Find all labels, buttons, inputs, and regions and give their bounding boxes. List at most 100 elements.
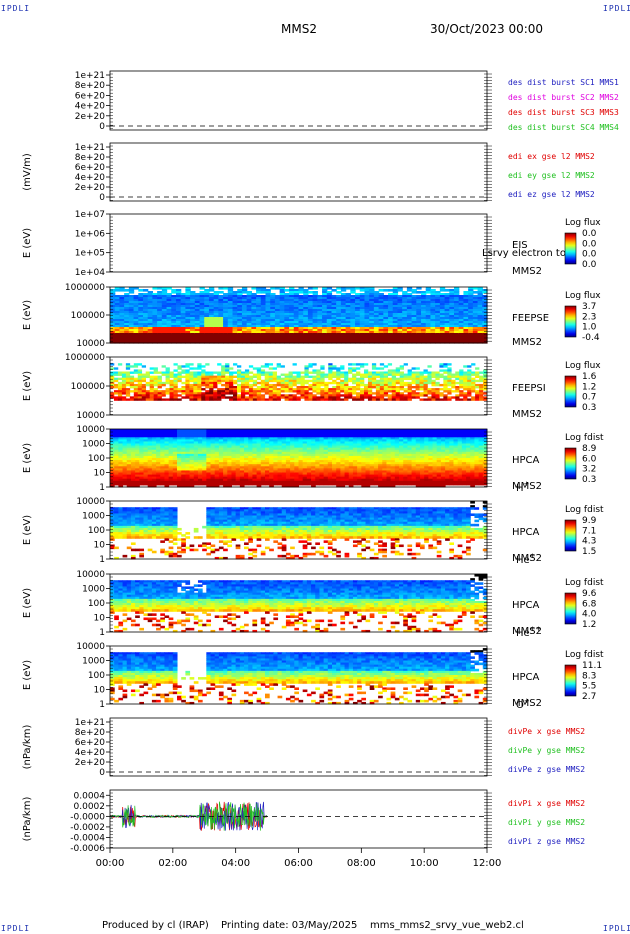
spectrogram-cell	[454, 323, 460, 326]
spectrogram-cell	[121, 381, 127, 385]
spectrogram-cell	[265, 311, 271, 314]
spectrogram-cell	[119, 307, 125, 310]
spectrogram-cell	[240, 373, 246, 376]
spectrogram-cell	[252, 458, 258, 461]
spectrogram-cell	[274, 311, 281, 314]
spectrogram-cell	[246, 321, 252, 324]
spectrogram-cell	[383, 379, 389, 383]
spectrogram-cell	[190, 339, 196, 342]
spectrogram-cell	[273, 472, 279, 476]
spectrogram-cell	[160, 480, 165, 484]
spectrogram-cell	[149, 396, 154, 399]
y-tick-label: 100000	[71, 311, 106, 321]
spectrogram-cell	[471, 371, 476, 374]
spectrogram-cell	[204, 297, 210, 300]
spectrogram-cell	[269, 431, 274, 434]
spectrogram-cell	[193, 468, 199, 471]
spectrogram-cell	[467, 392, 472, 395]
spectrogram-cell	[252, 460, 258, 463]
spectrogram-cell	[359, 337, 366, 340]
spectrogram-cell	[475, 394, 480, 397]
spectrogram-cell	[128, 337, 135, 340]
spectrogram-cell	[467, 365, 472, 368]
legend-entry: des dist burst SC3 MMS3	[508, 108, 619, 117]
spectrogram-cell	[206, 439, 212, 442]
spectrogram-cell	[208, 305, 215, 308]
spectrogram-cell	[264, 363, 270, 366]
spectrogram-cell	[252, 435, 258, 438]
spectrogram-cell	[280, 386, 285, 389]
spectrogram-cell	[114, 325, 121, 328]
spectrogram-cell	[260, 301, 267, 304]
spectrogram-cell	[439, 363, 444, 366]
spectrogram-cell	[164, 455, 170, 459]
spectrogram-cell	[128, 319, 135, 322]
spectrogram-cell	[264, 433, 270, 436]
spectrogram-cell	[331, 297, 337, 300]
spectrogram-cell	[419, 383, 424, 387]
spectrogram-cell	[332, 396, 337, 399]
spectrogram-cell	[193, 441, 199, 444]
spectrogram-cell	[194, 317, 201, 320]
spectrogram-cell	[290, 445, 295, 449]
spectrogram-cell	[435, 381, 440, 385]
spectrogram-cell	[206, 468, 212, 471]
spectrogram-cell	[152, 301, 158, 304]
spectrogram-cell	[340, 315, 347, 318]
spectrogram-cell	[274, 327, 281, 330]
spectrogram-cell	[237, 317, 243, 320]
spectrogram-cell	[477, 287, 483, 290]
spectrogram-cell	[359, 321, 366, 324]
spectrogram-cell	[119, 303, 125, 306]
spectrogram-cell	[185, 480, 191, 484]
spectrogram-cell	[264, 377, 270, 381]
spectrogram-cell	[284, 333, 290, 336]
spectrogram-cell	[122, 435, 128, 438]
spectrogram-cell	[260, 390, 266, 393]
spectrogram-cell	[375, 394, 381, 397]
spectrogram-cell	[229, 371, 234, 374]
spectrogram-cell	[156, 482, 161, 486]
spectrogram-cell	[218, 339, 224, 342]
spectrogram-cell	[160, 478, 165, 482]
spectrogram-cell	[138, 295, 144, 298]
spectrogram-cell	[232, 305, 238, 308]
spectrogram-cell	[403, 373, 408, 376]
spectrogram-cell	[239, 484, 245, 488]
spectrogram-cell	[128, 309, 135, 312]
spectrogram-cell	[411, 341, 417, 344]
spectrogram-cell	[383, 313, 389, 316]
spectrogram-cell	[185, 335, 191, 338]
spectrogram-cell	[252, 447, 258, 451]
spectrogram-cell	[402, 313, 408, 316]
spectrogram-cell	[189, 455, 195, 459]
spectrogram-cell	[157, 377, 162, 381]
spectrogram-cell	[197, 453, 203, 457]
spectrogram-cell	[189, 433, 195, 436]
spectrogram-cell	[375, 386, 381, 389]
spectrogram-cell	[449, 319, 455, 322]
spectrogram-cell	[114, 468, 119, 471]
spectrogram-cell	[142, 301, 149, 304]
spectrogram-cell	[472, 323, 479, 326]
spectrogram-cell	[110, 383, 115, 387]
spectrogram-cell	[288, 371, 293, 374]
spectrogram-cell	[189, 468, 195, 471]
spectrogram-cell	[185, 468, 191, 471]
spectrogram-cell	[260, 466, 266, 469]
spectrogram-cell	[229, 392, 234, 395]
spectrogram-cell	[269, 441, 274, 444]
spectrogram-cell	[166, 319, 172, 322]
spectrogram-cell	[205, 379, 210, 383]
spectrogram-cell	[189, 398, 194, 401]
spectrogram-cell	[147, 305, 154, 308]
spectrogram-cell	[369, 291, 375, 294]
spectrogram-cell	[214, 484, 220, 488]
spectrogram-cell	[312, 295, 318, 298]
spectrogram-cell	[444, 323, 450, 326]
spectrogram-cell	[210, 435, 216, 438]
spectrogram-cell	[177, 365, 182, 368]
spectrogram-cell	[142, 319, 149, 322]
spectrogram-cell	[336, 386, 341, 389]
spectrogram-cell	[164, 458, 170, 461]
